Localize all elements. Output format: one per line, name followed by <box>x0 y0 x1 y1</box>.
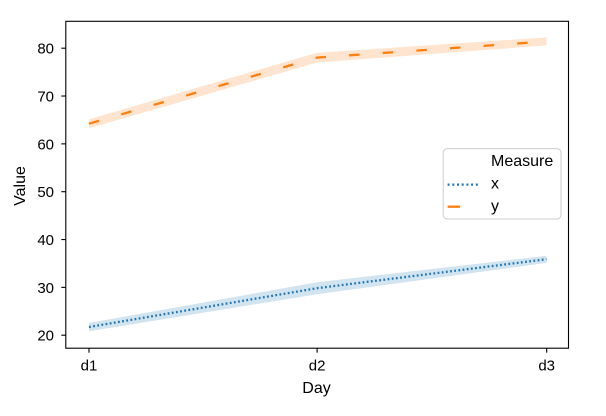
svg-text:70: 70 <box>37 88 54 105</box>
svg-text:Day: Day <box>302 380 330 397</box>
svg-text:d2: d2 <box>309 358 326 375</box>
svg-text:x: x <box>491 175 499 192</box>
svg-text:50: 50 <box>37 184 54 201</box>
svg-text:Value: Value <box>12 166 29 206</box>
svg-text:Measure: Measure <box>491 153 553 170</box>
svg-text:20: 20 <box>37 328 54 345</box>
svg-text:30: 30 <box>37 280 54 297</box>
svg-text:d1: d1 <box>81 358 98 375</box>
svg-text:80: 80 <box>37 41 54 58</box>
svg-text:d3: d3 <box>538 358 555 375</box>
svg-text:60: 60 <box>37 136 54 153</box>
svg-text:y: y <box>491 198 499 215</box>
svg-text:40: 40 <box>37 232 54 249</box>
